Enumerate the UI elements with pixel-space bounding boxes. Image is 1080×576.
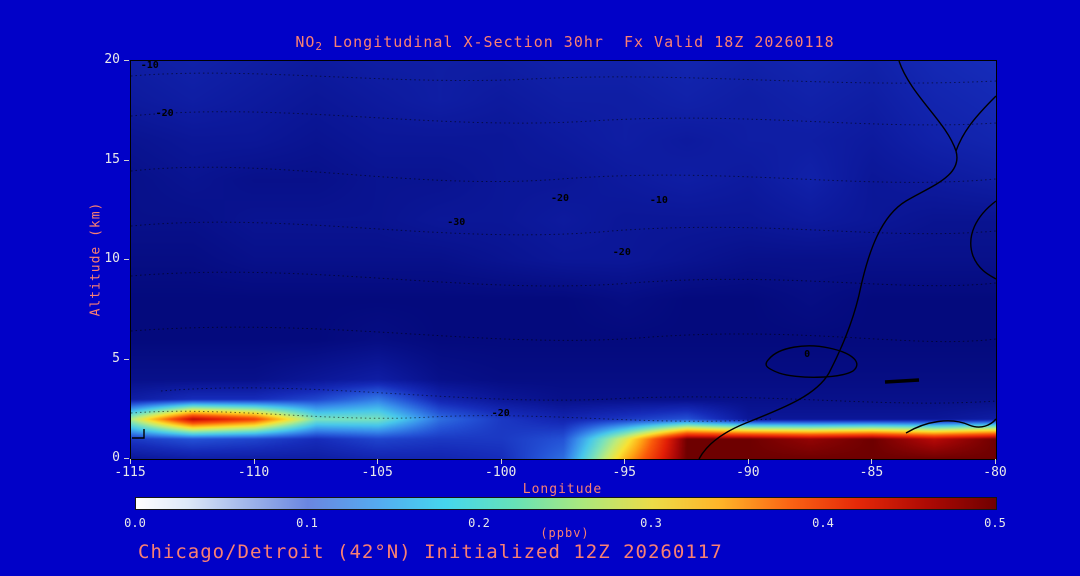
contour-label: -30	[447, 217, 466, 229]
y-tick-label: 20	[104, 52, 120, 67]
colorbar-tick-label: 0.4	[812, 516, 834, 530]
x-tick-mark	[130, 459, 131, 464]
x-tick-label: -115	[114, 465, 146, 480]
x-tick-label: -85	[859, 465, 884, 480]
heatmap-field	[131, 61, 996, 459]
x-tick-mark	[747, 459, 749, 464]
y-tick-mark	[124, 159, 129, 161]
colorbar-tick-label: 0.0	[124, 516, 146, 530]
y-tick-label: 15	[104, 151, 120, 167]
colorbar-tick-label: 0.1	[296, 516, 318, 530]
x-tick-mark	[500, 459, 502, 464]
x-tick-mark	[377, 459, 379, 464]
colorbar-tick-label: 0.5	[984, 516, 1006, 530]
x-tick-mark	[995, 459, 996, 464]
y-tick-label: 5	[112, 350, 120, 366]
contour-label: -20	[491, 408, 510, 420]
x-tick-label: -105	[361, 465, 393, 480]
x-tick-mark	[624, 459, 626, 464]
contour-label: 0	[804, 348, 811, 360]
y-tick-mark	[124, 458, 129, 459]
x-tick-label: -90	[736, 465, 760, 480]
plot-area	[130, 60, 997, 460]
colorbar-tick-label: 0.2	[468, 516, 490, 530]
x-axis-label: Longitude	[522, 482, 603, 497]
contour-label: -20	[155, 107, 174, 119]
x-tick-label: -95	[612, 465, 637, 480]
x-tick-mark	[253, 459, 255, 464]
title-species: NO	[295, 33, 316, 51]
contour-label: -20	[550, 193, 570, 205]
y-tick-label: 0	[112, 450, 120, 465]
y-tick-mark	[124, 259, 129, 260]
x-tick-mark	[871, 459, 873, 464]
x-tick-label: -80	[983, 465, 1007, 480]
title-text: Longitudinal X-Section 30hr Fx Valid 18Z…	[323, 33, 835, 51]
y-tick-label: 10	[104, 251, 120, 266]
colorbar-units-label: (ppbv)	[540, 526, 590, 540]
colorbar-tick-label: 0.3	[640, 516, 662, 530]
y-tick-mark	[124, 358, 129, 360]
figure-caption: Chicago/Detroit (42°N) Initialized 12Z 2…	[138, 541, 723, 563]
contour-label: -10	[649, 195, 668, 207]
colorbar	[135, 497, 997, 510]
y-tick-mark	[124, 60, 129, 61]
plot-title: NO2 Longitudinal X-Section 30hr Fx Valid…	[100, 33, 1030, 53]
title-species-subscript: 2	[315, 40, 324, 53]
contour-label: -20	[612, 247, 631, 259]
x-tick-label: -110	[237, 465, 270, 480]
contour-label: -10	[140, 59, 159, 71]
x-tick-label: -100	[485, 465, 517, 480]
